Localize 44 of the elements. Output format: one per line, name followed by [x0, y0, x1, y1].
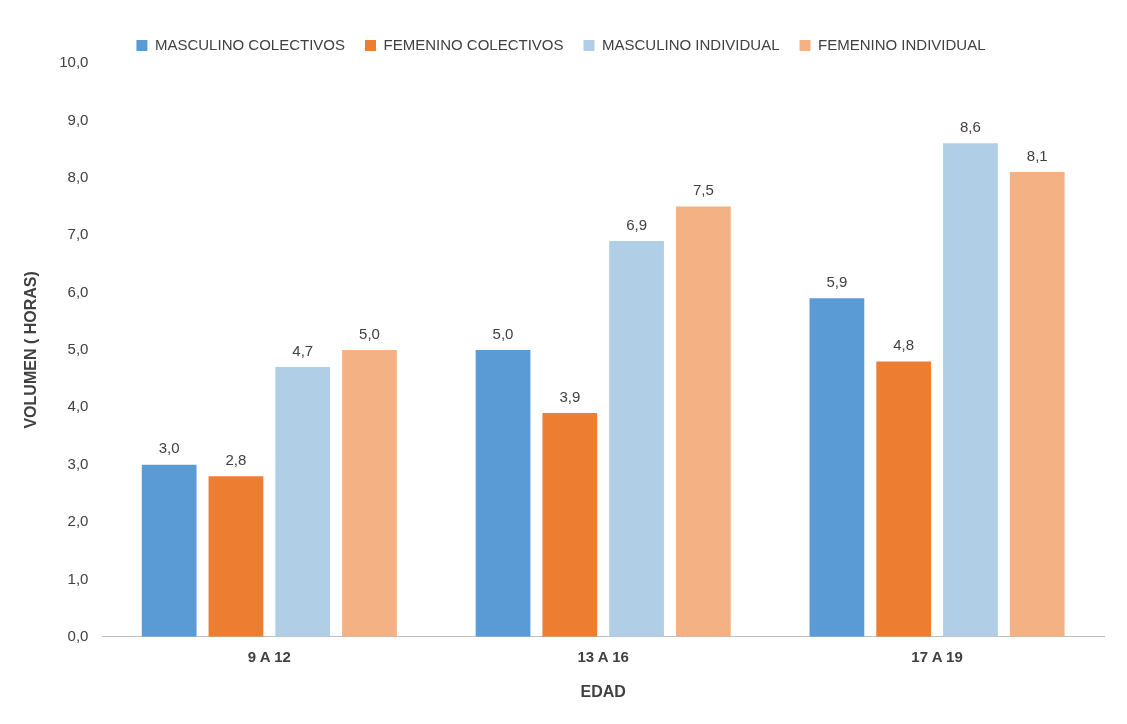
data-label: 5,9 — [826, 272, 848, 290]
data-label: 2,8 — [225, 450, 247, 468]
y-tick-label: 7,0 — [67, 225, 89, 243]
data-label: 3,0 — [158, 439, 180, 457]
data-label: 4,7 — [292, 341, 314, 359]
legend-label: MASCULINO COLECTIVOS — [154, 35, 345, 53]
x-tick-label: 17 A 19 — [911, 647, 963, 665]
data-label: 7,5 — [692, 181, 714, 199]
bar — [943, 143, 998, 637]
bar — [876, 361, 932, 637]
y-tick-label: 2,0 — [67, 512, 89, 530]
legend-label: FEMENINO COLECTIVOS — [383, 35, 564, 53]
bar — [342, 349, 397, 637]
y-tick-label: 0,0 — [67, 626, 89, 644]
y-tick-label: 6,0 — [67, 282, 89, 300]
y-tick-label: 10,0 — [59, 53, 89, 71]
bar — [542, 413, 598, 637]
y-tick-label: 3,0 — [67, 454, 89, 472]
bar — [675, 206, 731, 637]
y-tick-label: 4,0 — [67, 397, 89, 415]
x-tick-label: 9 A 12 — [247, 647, 291, 665]
data-label: 4,8 — [893, 336, 915, 354]
bar — [809, 298, 865, 637]
bar — [275, 367, 331, 637]
bar — [609, 240, 664, 637]
y-tick-label: 5,0 — [67, 340, 89, 358]
bar — [1009, 172, 1065, 637]
y-tick-label: 1,0 — [67, 569, 89, 587]
data-label: 3,9 — [559, 387, 581, 405]
data-label: 8,1 — [1026, 146, 1048, 164]
bar — [208, 476, 264, 637]
data-label: 8,6 — [960, 117, 981, 135]
y-tick-label: 8,0 — [67, 167, 89, 185]
legend-label: FEMENINO INDIVIDUAL — [818, 35, 986, 53]
x-tick-label: 13 A 16 — [577, 647, 629, 665]
bar — [475, 349, 531, 637]
legend-label: MASCULINO INDIVIDUAL — [602, 35, 780, 53]
bar — [141, 464, 197, 637]
y-axis-title: VOLUMEN ( HORAS) — [22, 271, 40, 429]
y-tick-label: 9,0 — [67, 110, 89, 128]
data-label: 5,0 — [492, 324, 514, 342]
data-label: 5,0 — [359, 324, 380, 342]
data-label: 6,9 — [626, 215, 648, 233]
x-axis-title: EDAD — [580, 682, 626, 700]
